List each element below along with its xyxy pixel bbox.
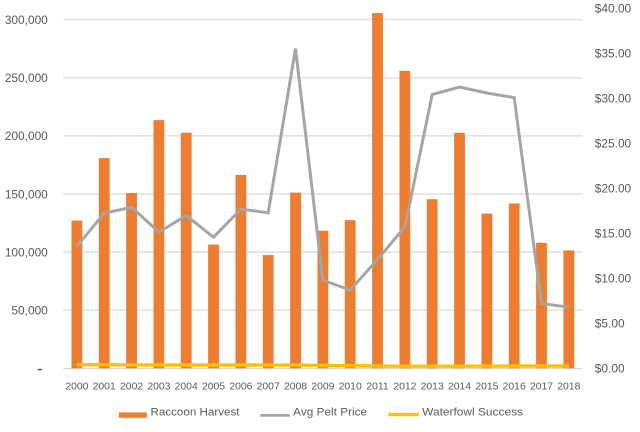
svg-text:2014: 2014 xyxy=(448,381,471,392)
svg-text:2004: 2004 xyxy=(175,381,198,392)
svg-text:2016: 2016 xyxy=(503,381,526,392)
svg-text:Avg Pelt Price: Avg Pelt Price xyxy=(293,407,367,419)
svg-text:2017: 2017 xyxy=(530,381,553,392)
svg-text:300,000: 300,000 xyxy=(5,13,48,27)
svg-text:2015: 2015 xyxy=(475,381,498,392)
svg-text:2005: 2005 xyxy=(202,381,225,392)
svg-text:2012: 2012 xyxy=(393,381,416,392)
svg-text:$20.00: $20.00 xyxy=(595,182,632,196)
svg-text:200,000: 200,000 xyxy=(5,129,48,143)
svg-text:$5.00: $5.00 xyxy=(595,317,625,331)
svg-text:$15.00: $15.00 xyxy=(595,227,632,241)
svg-text:250,000: 250,000 xyxy=(5,71,48,85)
svg-text:2009: 2009 xyxy=(311,381,334,392)
svg-text:2002: 2002 xyxy=(120,381,143,392)
svg-text:$40.00: $40.00 xyxy=(595,2,632,16)
svg-text:2000: 2000 xyxy=(65,381,88,392)
svg-text:Raccoon Harvest: Raccoon Harvest xyxy=(151,407,240,419)
svg-text:2011: 2011 xyxy=(366,381,389,392)
svg-text:2013: 2013 xyxy=(421,381,444,392)
svg-text:$35.00: $35.00 xyxy=(595,47,632,61)
svg-text:2006: 2006 xyxy=(229,381,252,392)
svg-text:2018: 2018 xyxy=(557,381,580,392)
svg-text:2008: 2008 xyxy=(284,381,307,392)
svg-text:2007: 2007 xyxy=(257,381,280,392)
svg-text:150,000: 150,000 xyxy=(5,187,48,201)
svg-text:2010: 2010 xyxy=(339,381,362,392)
svg-text:2001: 2001 xyxy=(93,381,116,392)
svg-text:2003: 2003 xyxy=(147,381,170,392)
svg-text:$10.00: $10.00 xyxy=(595,272,632,286)
svg-text:$0.00: $0.00 xyxy=(595,362,625,376)
svg-text:$25.00: $25.00 xyxy=(595,137,632,151)
svg-text:100,000: 100,000 xyxy=(5,245,48,259)
svg-text:50,000: 50,000 xyxy=(11,304,48,318)
svg-text:Waterfowl Success: Waterfowl Success xyxy=(422,407,523,419)
svg-text:$30.00: $30.00 xyxy=(595,92,632,106)
